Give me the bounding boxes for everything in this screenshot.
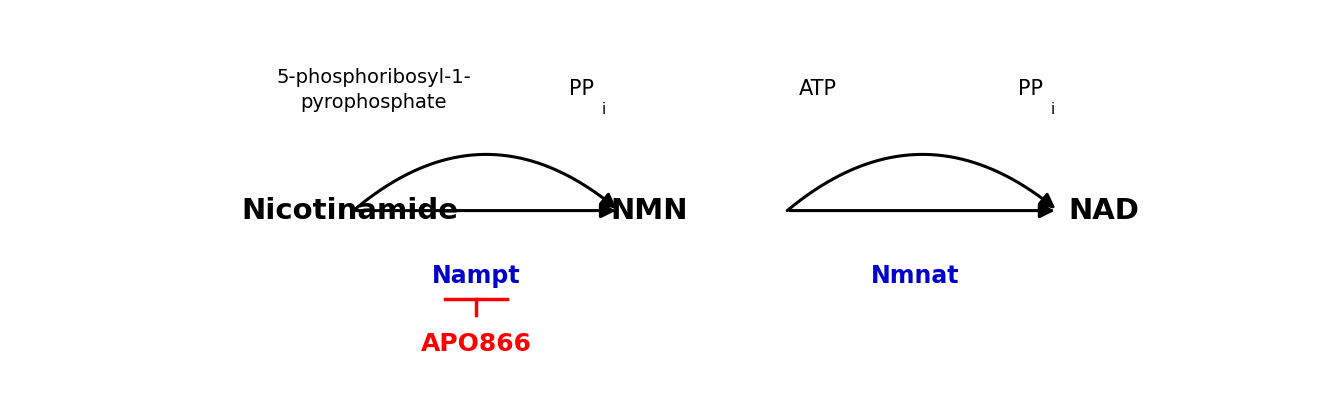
Text: PP: PP [569, 78, 594, 98]
Text: APO866: APO866 [420, 332, 532, 356]
Text: Nicotinamide: Nicotinamide [241, 196, 458, 225]
Text: Nampt: Nampt [432, 264, 520, 289]
Text: 5-phosphoribosyl-1-
pyrophosphate: 5-phosphoribosyl-1- pyrophosphate [277, 68, 471, 112]
Text: PP: PP [1018, 78, 1043, 98]
Text: i: i [602, 102, 606, 117]
Text: ATP: ATP [799, 78, 836, 98]
Text: NMN: NMN [611, 196, 689, 225]
Text: i: i [1051, 102, 1055, 117]
Text: Nmnat: Nmnat [871, 264, 959, 289]
Text: NAD: NAD [1068, 196, 1139, 225]
